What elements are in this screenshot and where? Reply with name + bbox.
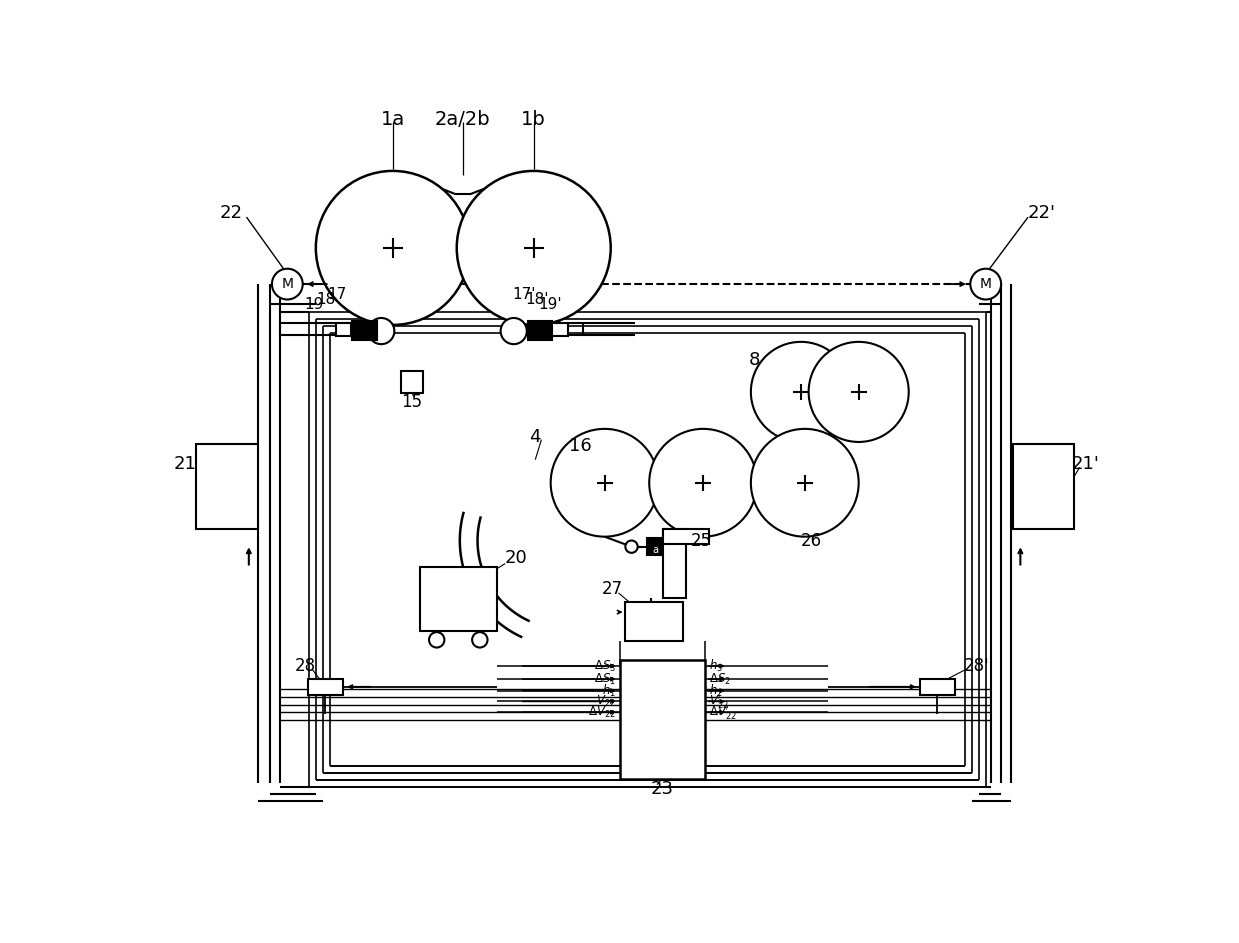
Circle shape <box>429 632 445 648</box>
Bar <box>620 660 705 779</box>
Text: 1a: 1a <box>380 109 405 129</box>
Bar <box>663 529 709 544</box>
Text: 21': 21' <box>1072 455 1100 472</box>
Bar <box>352 321 377 339</box>
Text: 21: 21 <box>173 455 196 472</box>
Circle shape <box>271 269 302 300</box>
Text: 4: 4 <box>529 427 541 445</box>
Bar <box>1012 444 1074 529</box>
Text: 16: 16 <box>569 437 591 455</box>
Text: 27: 27 <box>602 580 623 598</box>
Circle shape <box>550 429 658 537</box>
Circle shape <box>368 318 394 344</box>
Circle shape <box>649 429 757 537</box>
Text: $\Delta S_2$: $\Delta S_2$ <box>709 671 731 687</box>
Text: $\Delta S_1$: $\Delta S_1$ <box>595 671 616 687</box>
Bar <box>197 444 258 529</box>
Text: M: M <box>281 277 294 291</box>
Circle shape <box>626 540 638 553</box>
Bar <box>921 679 955 694</box>
Text: a: a <box>653 545 658 554</box>
Text: 22': 22' <box>1027 205 1056 223</box>
Text: 2a/2b: 2a/2b <box>435 109 491 129</box>
Bar <box>401 372 422 392</box>
Bar <box>336 323 351 337</box>
Circle shape <box>316 171 470 325</box>
Text: 17: 17 <box>327 287 346 302</box>
Text: $\Delta S_3$: $\Delta S_3$ <box>593 658 616 673</box>
Text: 18': 18' <box>525 292 549 307</box>
Bar <box>553 323 567 337</box>
Text: $V_{22}$: $V_{22}$ <box>596 694 616 709</box>
Text: 17': 17' <box>512 287 535 302</box>
Text: 19: 19 <box>304 297 323 311</box>
Bar <box>309 679 343 694</box>
Text: 20: 20 <box>504 549 528 568</box>
Text: 28': 28' <box>964 657 990 675</box>
Circle shape <box>457 171 611 325</box>
Text: $h_2$: $h_2$ <box>709 683 722 699</box>
Text: 25: 25 <box>690 532 711 550</box>
Text: 22: 22 <box>219 205 243 223</box>
Text: M: M <box>980 277 991 291</box>
Text: 8: 8 <box>750 351 761 369</box>
Text: $h_1$: $h_1$ <box>602 683 616 699</box>
Text: 1b: 1b <box>522 109 546 129</box>
Text: 28: 28 <box>295 657 316 675</box>
Bar <box>647 538 664 555</box>
Circle shape <box>501 318 527 344</box>
Text: 15: 15 <box>401 393 422 411</box>
Bar <box>626 603 683 640</box>
Circle shape <box>472 632 487 648</box>
Text: 19': 19' <box>538 297 561 311</box>
Bar <box>528 321 553 339</box>
Text: $\Delta V_{22}$: $\Delta V_{22}$ <box>589 704 616 720</box>
Text: $\Delta V_{22}'$: $\Delta V_{22}'$ <box>709 703 736 721</box>
Bar <box>663 529 686 598</box>
Text: 26: 26 <box>800 532 821 550</box>
Circle shape <box>751 342 851 442</box>
Circle shape <box>970 269 1001 300</box>
Bar <box>420 568 497 631</box>
Text: 18: 18 <box>316 292 336 307</box>
Text: $h_3$: $h_3$ <box>709 658 722 674</box>
Circle shape <box>751 429 859 537</box>
Text: 23: 23 <box>650 780 674 798</box>
Circle shape <box>809 342 908 442</box>
Text: $V_{22}'$: $V_{22}'$ <box>709 692 729 710</box>
